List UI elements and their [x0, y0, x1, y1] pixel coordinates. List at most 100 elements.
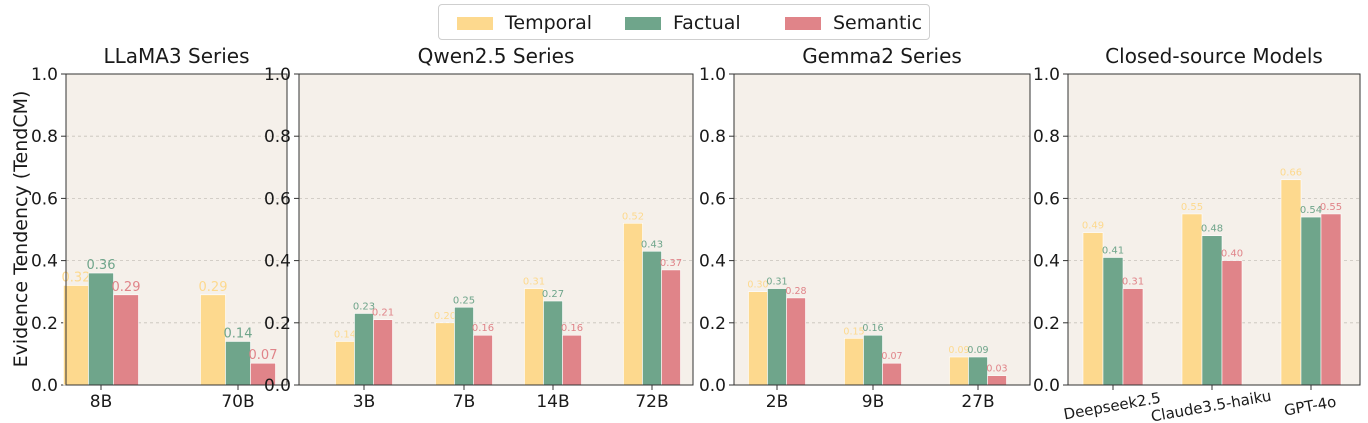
- panel-3-title: Gemma2 Series: [802, 44, 962, 68]
- panel-4-value-label: 0.49: [1082, 221, 1104, 232]
- panel-4-value-label: 0.40: [1221, 249, 1243, 260]
- panel-2-value-label: 0.21: [372, 308, 394, 319]
- panel-2-bar-semantic: [473, 334, 493, 386]
- panel-1-value-label: 0.29: [199, 280, 228, 295]
- panel-3-bar-factual: [968, 356, 988, 386]
- panel-2-bar-temporal: [524, 288, 544, 386]
- panel-3-bar-semantic: [987, 375, 1007, 386]
- panel-3-value-label: 0.28: [785, 286, 806, 297]
- panel-2-ytick-label: 0.8: [264, 127, 291, 147]
- panel-2-title: Qwen2.5 Series: [418, 44, 575, 68]
- panel-2-xtick-label: 3B: [353, 392, 375, 412]
- y-axis-label: Evidence Tendency (TendCM): [10, 91, 32, 368]
- panel-3-frame: [733, 73, 1031, 386]
- panel-2-value-label: 0.16: [561, 323, 583, 334]
- panel-1-value-label: 0.29: [112, 280, 141, 295]
- panel-3-bar-temporal: [748, 291, 768, 386]
- panel-3-value-label: 0.15: [843, 326, 864, 337]
- panel-3-bar-temporal: [844, 338, 864, 386]
- panel-2-bar-factual: [354, 313, 374, 386]
- panel-4-value-label: 0.66: [1280, 168, 1302, 179]
- panel-4-bar-temporal: [1280, 179, 1302, 386]
- panel-3-value-label: 0.09: [948, 345, 969, 356]
- panel-2-bar-semantic: [373, 319, 393, 386]
- panel-4-ytick-label: 0.2: [1033, 314, 1060, 334]
- panel-3-xtick-label: 27B: [961, 392, 994, 412]
- panel-4-value-label: 0.31: [1122, 277, 1144, 288]
- panel-4-xtick-label: GPT-4o: [1283, 393, 1338, 420]
- panel-4-ytick-label: 0.8: [1033, 127, 1060, 147]
- panel-2-xtick-label: 72B: [635, 392, 668, 412]
- panel-3-value-label: 0.03: [986, 364, 1007, 375]
- panel-2-ytick-label: 0.4: [264, 252, 291, 272]
- panel-4-xtick-label: Deepseek2.5: [1062, 389, 1162, 423]
- panel-2-frame: [298, 73, 694, 386]
- panel-1-title: LLaMA3 Series: [103, 44, 249, 68]
- panel-2-bar-factual: [543, 300, 563, 386]
- panel-4-frame: [1067, 73, 1361, 386]
- panel-3-value-label: 0.07: [881, 351, 902, 362]
- panel-2-bar-semantic: [661, 269, 681, 386]
- legend-swatch-semantic: [785, 16, 821, 30]
- panel-2-bar-factual: [642, 250, 662, 386]
- legend-item-temporal: Temporal: [457, 5, 592, 41]
- panel-1-ytick-label: 0.0: [31, 376, 58, 396]
- panel-3-value-label: 0.16: [862, 323, 883, 334]
- panel-2-value-label: 0.43: [641, 239, 663, 250]
- panel-3-bar-temporal: [949, 356, 969, 386]
- panel-1-xtick-label: 8B: [90, 392, 112, 412]
- panel-4-ytick-label: 0.0: [1033, 376, 1060, 396]
- panel-4-value-label: 0.54: [1300, 205, 1322, 216]
- panel-4-xtick-label: Claude3.5-haiku: [1150, 387, 1273, 423]
- panel-2-value-label: 0.14: [334, 329, 356, 340]
- panel-3-ytick-label: 1.0: [699, 65, 726, 85]
- panel-2-value-label: 0.20: [434, 311, 456, 322]
- panel-2-ytick-label: 0.6: [264, 189, 291, 209]
- legend-label-semantic: Semantic: [833, 12, 923, 34]
- legend: Temporal Factual Semantic: [438, 4, 930, 40]
- panel-4-bar-factual: [1102, 257, 1124, 386]
- panel-4-bar-semantic: [1122, 288, 1144, 386]
- panel-3-xtick-label: 9B: [862, 392, 884, 412]
- panel-2-value-label: 0.31: [523, 277, 545, 288]
- panel-2-value-label: 0.23: [353, 301, 375, 312]
- panel-3-ytick-label: 0.0: [699, 376, 726, 396]
- panel-1-bar-semantic: [113, 294, 139, 386]
- legend-item-factual: Factual: [625, 5, 741, 41]
- panel-3-ytick-label: 0.4: [699, 252, 726, 272]
- panel-1-ytick-label: 0.4: [31, 252, 58, 272]
- panel-3-bar-factual: [863, 334, 883, 386]
- panel-4-value-label: 0.55: [1320, 202, 1342, 213]
- panel-3-value-label: 0.30: [747, 280, 768, 291]
- panel-1-ytick-label: 1.0: [31, 65, 58, 85]
- panel-3-value-label: 0.31: [766, 277, 787, 288]
- panel-2-value-label: 0.25: [453, 295, 475, 306]
- panel-3-ytick-label: 0.8: [699, 127, 726, 147]
- panel-3-xtick-label: 2B: [766, 392, 788, 412]
- legend-item-semantic: Semantic: [785, 5, 922, 41]
- panel-3-bar-factual: [767, 288, 787, 386]
- panel-2-ytick-label: 1.0: [264, 65, 291, 85]
- panel-2-value-label: 0.52: [622, 211, 644, 222]
- panel-2-xtick-label: 14B: [536, 392, 569, 412]
- panel-1-value-label: 0.36: [87, 258, 116, 273]
- panel-4-value-label: 0.48: [1201, 224, 1223, 235]
- panel-4-bar-temporal: [1181, 213, 1203, 386]
- panel-1-bar-temporal: [63, 285, 89, 386]
- panel-4-title: Closed-source Models: [1105, 44, 1323, 68]
- panel-3-bar-semantic: [786, 297, 806, 386]
- panel-2-bar-temporal: [335, 341, 355, 386]
- panel-2-value-label: 0.16: [472, 323, 494, 334]
- panel-4-ytick-label: 0.6: [1033, 189, 1060, 209]
- panel-4-bar-factual: [1300, 216, 1322, 386]
- panel-2-ytick-label: 0.0: [264, 376, 291, 396]
- panel-3-bar-semantic: [882, 362, 902, 386]
- panel-1-bar-factual: [225, 341, 251, 386]
- panel-2-bar-factual: [454, 306, 474, 386]
- panel-4-bar-semantic: [1320, 213, 1342, 386]
- panel-4-value-label: 0.41: [1102, 245, 1124, 256]
- panel-2-value-label: 0.27: [542, 289, 564, 300]
- panel-1-ytick-label: 0.6: [31, 189, 58, 209]
- panel-1-bar-factual: [88, 272, 114, 386]
